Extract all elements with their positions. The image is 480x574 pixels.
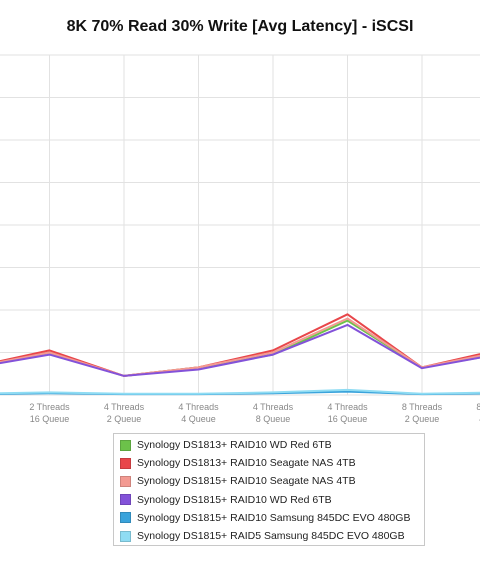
x-tick-label: 4 Threads 8 Queue [253,402,294,424]
legend-swatch [120,512,131,524]
legend-swatch [120,439,131,451]
legend-label: Synology DS1815+ RAID10 Samsung 845DC EV… [137,511,411,524]
x-tick-label: 2 Threads 16 Queue [29,402,70,424]
legend-label: Synology DS1815+ RAID10 Seagate NAS 4TB [137,475,356,488]
series-layer [0,313,480,396]
x-tick-label: 8 Threads 2 Queue [402,402,443,424]
series-line-6 [0,388,480,395]
x-tick-label: 4 Threads 4 Queue [178,402,219,424]
legend-swatch [120,494,131,506]
series-line-3 [0,317,480,377]
x-tick-label: 4 Threads 2 Queue [104,402,145,424]
legend-swatch [120,530,131,542]
legend-item[interactable]: Synology DS1815+ RAID10 WD Red 6TB [120,492,332,508]
x-tick-label: 4 Threads 16 Queue [327,402,368,424]
legend-item[interactable]: Synology DS1815+ RAID5 Samsung 845DC EVO… [120,528,405,544]
legend: Synology DS1813+ RAID10 WD Red 6TB Synolo… [113,433,425,546]
legend-swatch [120,475,131,487]
legend-item[interactable]: Synology DS1813+ RAID10 Seagate NAS 4TB [120,455,356,471]
legend-item[interactable]: Synology DS1815+ RAID10 Seagate NAS 4TB [120,473,356,489]
legend-label: Synology DS1815+ RAID10 WD Red 6TB [137,493,332,506]
legend-item[interactable]: Synology DS1815+ RAID10 Samsung 845DC EV… [120,510,410,526]
legend-label: Synology DS1815+ RAID5 Samsung 845DC EVO… [137,530,405,542]
legend-swatch [120,457,131,469]
grid-layer [0,54,480,396]
legend-label: Synology DS1813+ RAID10 Seagate NAS 4TB [137,457,356,470]
legend-label: Synology DS1813+ RAID10 WD Red 6TB [137,439,332,451]
legend-item[interactable]: Synology DS1813+ RAID10 WD Red 6TB [120,437,332,453]
series-line-4 [0,323,480,377]
chart-title: 8K 70% Read 30% Write [Avg Latency] - iS… [66,18,414,35]
series-line-2 [0,313,480,377]
